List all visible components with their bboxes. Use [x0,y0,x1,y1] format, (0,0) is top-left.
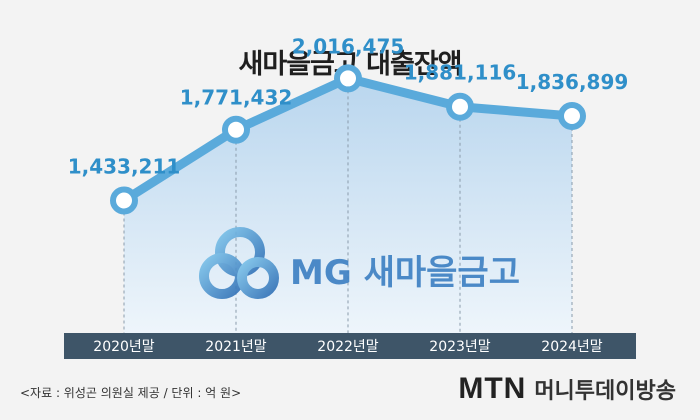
data-point [558,101,586,130]
cloud-icon [199,227,279,299]
data-label: 1,771,432 [180,86,293,110]
data-label: 2,016,475 [292,34,405,58]
broadcaster-logo: MTN 머니투데이방송 [458,372,676,406]
watermark-text: MG 새마을금고 [290,253,520,293]
x-tick-label: 2022년말 [317,339,379,355]
data-point [110,186,138,215]
x-tick-label: 2020년말 [93,339,155,355]
data-label: 1,836,899 [516,70,629,94]
x-tick-label: 2024년말 [541,339,603,355]
mtn-logo: MTN [458,372,527,405]
x-tick-label: 2021년말 [205,339,267,355]
data-label: 1,433,211 [68,154,181,178]
x-tick-label: 2023년말 [429,339,491,355]
data-point [334,64,362,93]
data-point [446,92,474,121]
data-label: 1,881,116 [404,61,517,85]
watermark-logo: MG 새마을금고 [199,227,520,299]
broadcaster-name: 머니투데이방송 [534,379,676,404]
data-point [222,115,250,144]
x-axis-bar [64,333,636,359]
source-note: <자료 : 위성곤 의원실 제공 / 단위 : 억 원> [20,386,242,400]
